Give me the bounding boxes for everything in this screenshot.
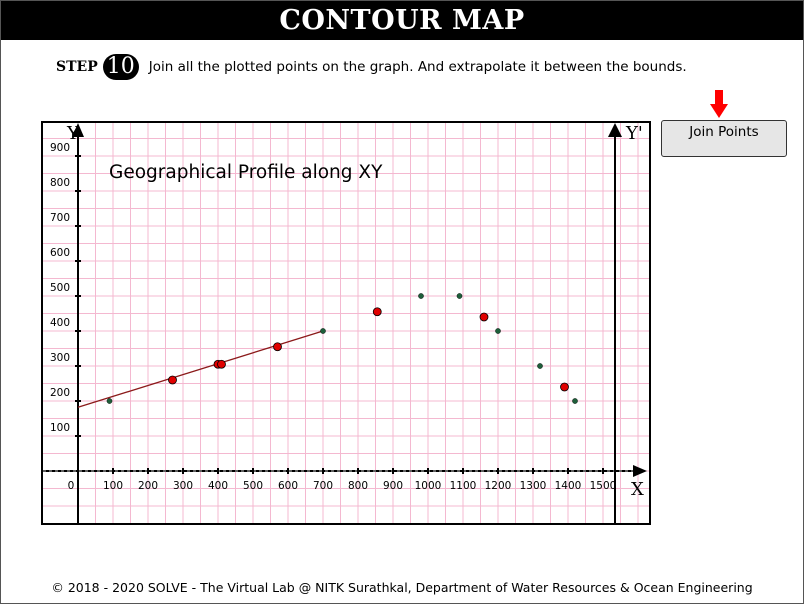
green-data-point [320,328,326,334]
step-instruction-row: STEP 10 Join all the plotted points on t… [56,52,687,82]
x-tick-label: 1200 [485,480,512,492]
y-tick-label: 300 [50,352,70,364]
x-tick-label: 1100 [450,480,477,492]
x-tick-label: 300 [173,480,193,492]
y-tick-label: 500 [50,282,70,294]
x-tick-label: 1500 [590,480,617,492]
x-tick-label: 1300 [520,480,547,492]
green-data-point [495,328,501,334]
x-tick-label: 600 [278,480,298,492]
x-tick-label: 800 [348,480,368,492]
x-tick-label: 1000 [415,480,442,492]
green-data-point [537,363,543,369]
footer-credit: © 2018 - 2020 SOLVE - The Virtual Lab @ … [51,580,753,595]
profile-line [77,330,324,408]
green-data-point [572,398,578,404]
red-data-point [273,342,282,352]
y-tick-label: 800 [50,177,70,189]
y-prime-axis-arrowhead [608,123,622,137]
instruction-text: Join all the plotted points on the graph… [148,59,687,75]
red-data-point [168,375,177,385]
red-data-point [479,312,489,322]
join-points-button[interactable]: Join Points [661,120,787,157]
step-number-badge: 10 [102,54,139,80]
y-axis-arrowhead [72,123,84,137]
x-tick-label: 1400 [555,480,582,492]
down-arrow-icon [710,90,728,118]
red-data-point [372,307,382,317]
profile-chart: 100 200 300 400 500 600 700 800 900 1000 1100 1200 1… [43,123,649,523]
y-tick-label: 600 [50,247,70,259]
red-data-point [560,382,569,392]
y-tick-label: 200 [50,387,70,399]
x-axis-arrowhead [633,465,647,477]
x-tick-label: 200 [138,480,158,492]
y-tick-label: 400 [50,317,70,329]
step-label: STEP [56,59,98,75]
y-prime-axis-label: Y' [625,123,643,144]
y-tick-label: 900 [50,142,70,154]
page-title: CONTOUR MAP [1,1,803,40]
green-data-point [418,293,424,299]
y-axis-label: Y [66,123,80,144]
x-tick-label: 700 [313,480,333,492]
chart-title: Geographical Profile along XY [109,162,383,183]
x-tick-label: 400 [208,480,228,492]
origin-label: 0 [68,480,75,492]
y-tick-label: 100 [50,422,70,434]
graph-area[interactable]: 100 200 300 400 500 600 700 800 900 1000 1100 1200 1… [41,121,651,525]
y-tick-label: 700 [50,212,70,224]
red-data-point [217,359,226,369]
green-data-point [456,293,463,299]
x-tick-label: 900 [383,480,403,492]
x-axis-label: X [631,479,644,500]
green-data-point [106,398,113,404]
x-tick-label: 100 [103,480,123,492]
x-tick-label: 500 [243,480,263,492]
